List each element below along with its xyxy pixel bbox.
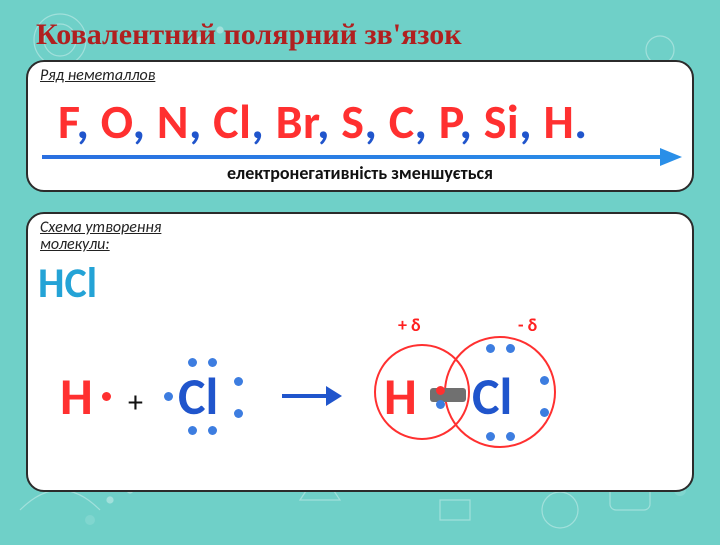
electronegativity-panel: Ряд неметаллов F, O, N, Cl, Br, S, C, P,… bbox=[26, 60, 694, 192]
panel1-label: Ряд неметаллов bbox=[40, 68, 180, 85]
electron-dot bbox=[506, 432, 515, 441]
nonmetal-series: F, O, N, Cl, Br, S, C, P, Si, H. bbox=[58, 92, 678, 151]
electron-dot bbox=[164, 392, 173, 401]
partial-charge-minus: - δ bbox=[518, 314, 537, 336]
series-element: H bbox=[543, 92, 574, 151]
electron-dot bbox=[234, 409, 243, 418]
series-separator: , bbox=[189, 92, 213, 151]
atom-Cl-right: Cl bbox=[472, 364, 512, 428]
series-element: F bbox=[58, 92, 76, 151]
electron-dot bbox=[208, 358, 217, 367]
series-element: S bbox=[341, 92, 364, 151]
molecule-scheme-panel: Схема утворення молекули: HCl H+ClHCl+ δ… bbox=[26, 212, 694, 492]
electron-dot bbox=[436, 400, 445, 409]
bond-diagram: H + Cl H Cl + δ - δ bbox=[28, 314, 692, 494]
electron-dot bbox=[486, 432, 495, 441]
series-separator: . bbox=[574, 92, 587, 151]
panel2-label: Схема утворення молекули: bbox=[40, 220, 180, 254]
electron-dot bbox=[540, 408, 549, 417]
series-element: N bbox=[157, 92, 189, 151]
series-element: Cl bbox=[213, 92, 251, 151]
plus-sign: + bbox=[128, 384, 143, 421]
series-element: O bbox=[101, 92, 133, 151]
arrow-caption: електронегативність зменшується bbox=[28, 162, 692, 184]
page-title: Ковалентний полярний зв'язок bbox=[36, 18, 461, 52]
molecule-formula: HCl bbox=[38, 258, 97, 309]
series-separator: , bbox=[459, 92, 483, 151]
electron-dot bbox=[188, 358, 197, 367]
reaction-arrow bbox=[282, 386, 342, 406]
series-separator: , bbox=[133, 92, 157, 151]
electron-dot bbox=[234, 377, 243, 386]
series-separator: , bbox=[76, 92, 100, 151]
series-element: C bbox=[389, 92, 415, 151]
atom-H-right: H bbox=[384, 364, 417, 428]
electron-dot bbox=[102, 392, 111, 401]
series-separator: , bbox=[364, 92, 388, 151]
atom-Cl-left: Cl bbox=[178, 364, 218, 428]
series-element: Si bbox=[484, 92, 519, 151]
series-element: P bbox=[439, 92, 460, 151]
electron-dot bbox=[208, 426, 217, 435]
series-separator: , bbox=[251, 92, 275, 151]
partial-charge-plus: + δ bbox=[398, 314, 421, 336]
atom-H-left: H bbox=[60, 364, 93, 428]
electron-dot bbox=[540, 376, 549, 385]
series-separator: , bbox=[414, 92, 438, 151]
series-separator: , bbox=[519, 92, 543, 151]
electron-dot bbox=[188, 426, 197, 435]
electron-dot bbox=[506, 344, 515, 353]
electron-dot bbox=[486, 344, 495, 353]
series-separator: , bbox=[317, 92, 341, 151]
electron-dot bbox=[436, 386, 445, 395]
series-element: Br bbox=[276, 92, 317, 151]
